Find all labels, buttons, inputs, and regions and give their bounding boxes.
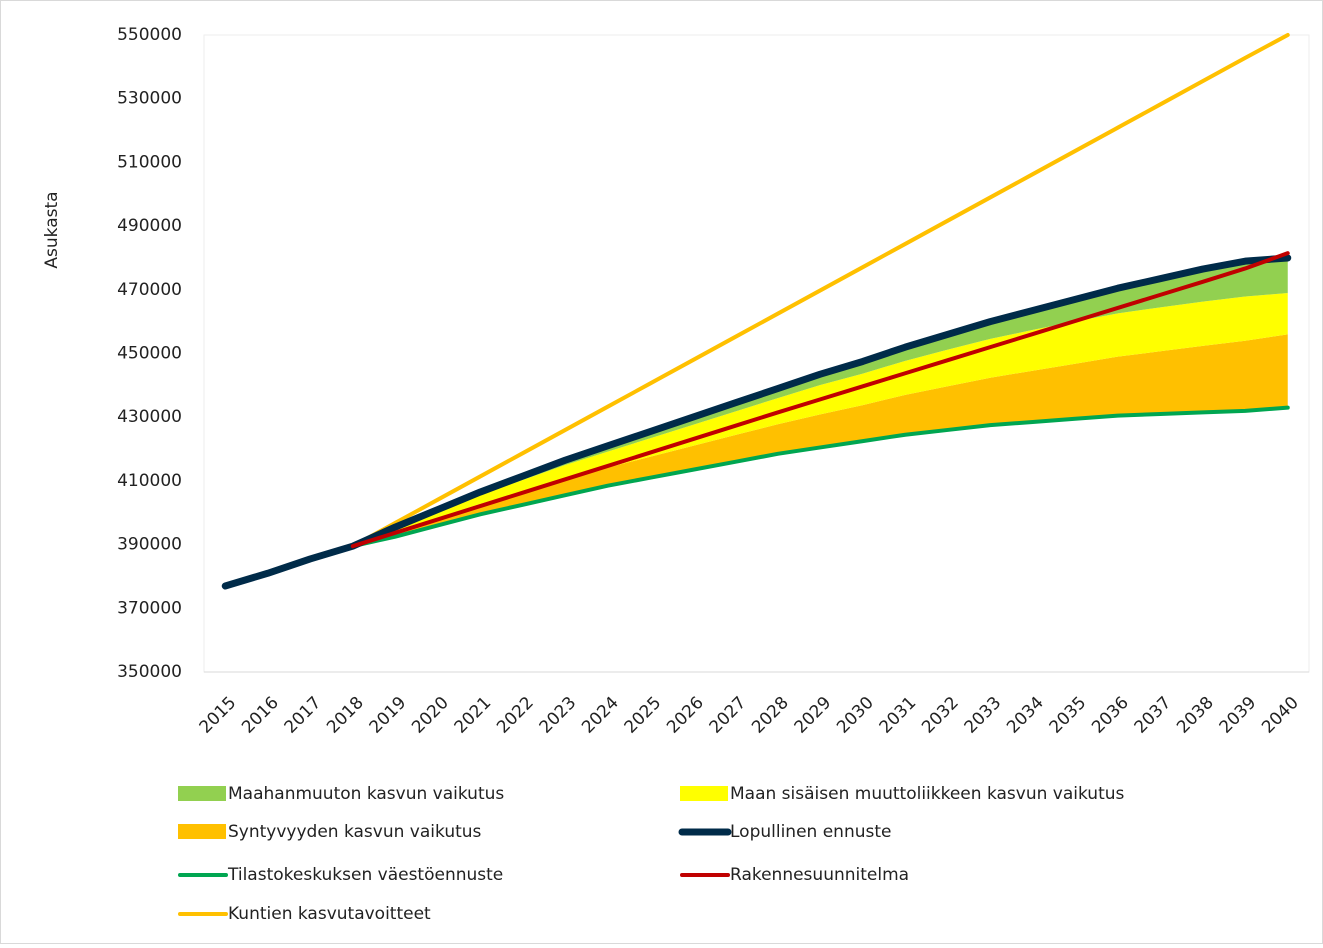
legend-label: Lopullinen ennuste — [730, 822, 891, 842]
y-axis-label: Asukasta — [42, 191, 62, 268]
y-tick-label: 410000 — [117, 471, 182, 491]
area — [352, 334, 1288, 547]
legend-label: Kuntien kasvutavoitteet — [228, 904, 431, 924]
y-tick-label: 430000 — [117, 407, 182, 427]
legend-label: Maan sisäisen muuttoliikkeen kasvun vaik… — [730, 784, 1125, 804]
area — [352, 257, 1288, 547]
y-tick-label: 530000 — [117, 89, 182, 109]
y-tick-label: 350000 — [117, 662, 182, 682]
legend-swatch — [680, 786, 728, 801]
y-tick-label: 490000 — [117, 216, 182, 236]
line — [350, 251, 1290, 549]
legend-label: Tilastokeskuksen väestöennuste — [227, 865, 503, 885]
line — [221, 254, 1292, 590]
legend-label: Syntyvyyden kasvun vaikutus — [228, 822, 482, 842]
y-tick-label: 370000 — [117, 598, 182, 618]
area — [352, 292, 1288, 547]
legend-swatch — [178, 824, 226, 839]
line — [350, 405, 1290, 549]
y-tick-label: 510000 — [117, 152, 182, 172]
y-tick-label: 450000 — [117, 344, 182, 364]
y-tick-label: 550000 — [117, 25, 182, 45]
y-tick-label: 470000 — [117, 280, 182, 300]
legend-label: Rakennesuunnitelma — [730, 865, 909, 885]
y-tick-label: 390000 — [117, 535, 182, 555]
line — [350, 33, 1290, 549]
legend-label: Maahanmuuton kasvun vaikutus — [228, 784, 504, 804]
legend-swatch — [178, 786, 226, 801]
